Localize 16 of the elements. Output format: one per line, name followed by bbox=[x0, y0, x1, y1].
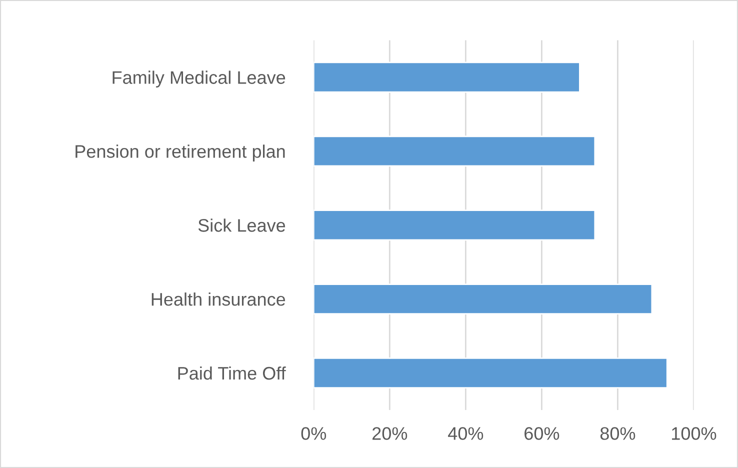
x-tick-label: 40% bbox=[448, 427, 484, 440]
x-tick-label: 60% bbox=[524, 427, 560, 440]
x-tick-label: 0% bbox=[301, 427, 326, 440]
bar bbox=[314, 210, 596, 241]
y-tick-label: Pension or retirement plan bbox=[76, 144, 285, 162]
x-tick-label: 80% bbox=[600, 427, 636, 440]
bar bbox=[314, 284, 653, 315]
y-tick-label: Paid Time Off bbox=[178, 366, 286, 380]
bar bbox=[314, 358, 668, 388]
x-tick-label: 100% bbox=[672, 427, 716, 440]
y-tick-label: Family Medical Leave bbox=[112, 70, 286, 88]
bar bbox=[314, 136, 596, 167]
x-tick-label: 20% bbox=[372, 427, 408, 440]
y-tick-label: Sick Leave bbox=[198, 218, 286, 232]
bar bbox=[314, 62, 580, 93]
y-tick-label: Health insurance bbox=[152, 292, 286, 306]
